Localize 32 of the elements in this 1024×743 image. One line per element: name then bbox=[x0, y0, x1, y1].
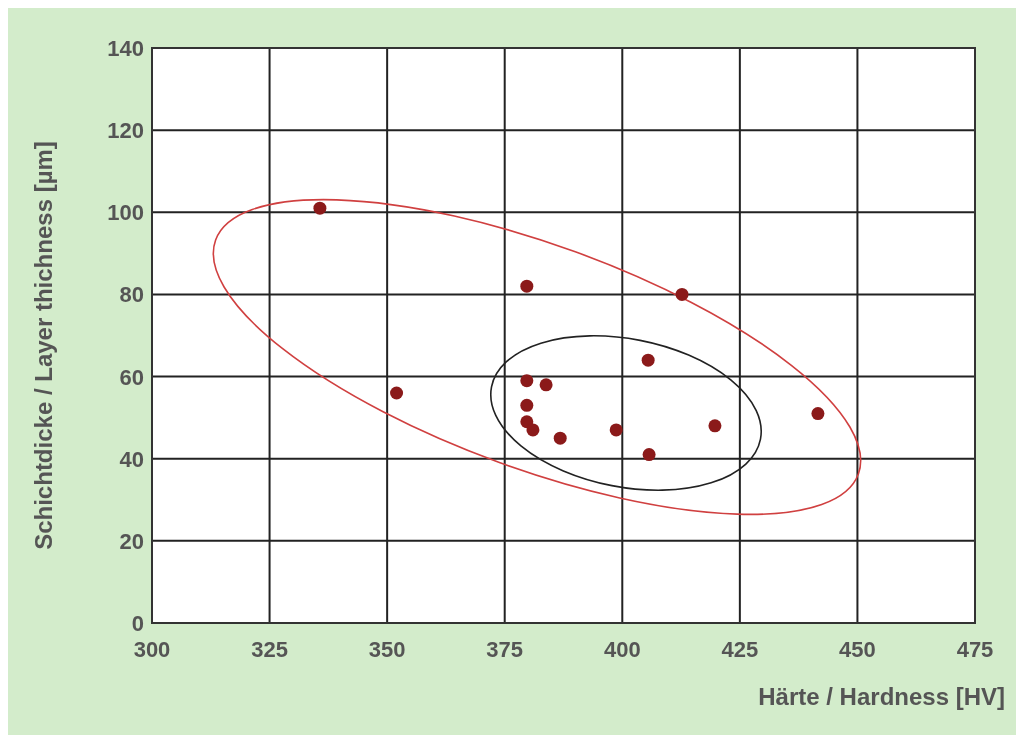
x-tick-label: 350 bbox=[368, 637, 406, 662]
x-tick-label: 400 bbox=[603, 637, 641, 662]
point bbox=[553, 431, 567, 445]
point bbox=[520, 374, 534, 388]
point bbox=[708, 419, 722, 433]
y-tick-label: 140 bbox=[107, 36, 144, 61]
point bbox=[520, 279, 534, 293]
point bbox=[641, 353, 655, 367]
point bbox=[811, 407, 825, 421]
x-tick-label: 325 bbox=[251, 637, 288, 662]
point bbox=[520, 398, 534, 412]
x-axis-title: Härte / Hardness [HV] bbox=[758, 683, 1005, 710]
point bbox=[313, 201, 327, 215]
x-tick-label: 425 bbox=[721, 637, 759, 662]
point bbox=[526, 423, 540, 437]
point bbox=[390, 386, 404, 400]
x-tick-label: 375 bbox=[486, 637, 524, 662]
y-tick-label: 60 bbox=[119, 364, 144, 390]
y-tick-label: 80 bbox=[119, 282, 144, 308]
x-tick-label: 300 bbox=[133, 637, 171, 662]
point bbox=[642, 448, 656, 462]
y-tick-label: 100 bbox=[107, 200, 144, 226]
y-tick-label: 20 bbox=[119, 528, 144, 554]
y-tick-label: 40 bbox=[119, 446, 144, 472]
x-tick-label: 450 bbox=[839, 637, 876, 662]
point bbox=[539, 378, 553, 392]
y-axis-title: Schichtdicke / Layer thichness [µm] bbox=[30, 141, 57, 550]
x-tick-label: 475 bbox=[956, 637, 994, 662]
y-tick-label: 120 bbox=[107, 118, 144, 144]
point bbox=[609, 423, 623, 437]
y-tick-label: 0 bbox=[131, 611, 144, 636]
point bbox=[675, 287, 689, 301]
